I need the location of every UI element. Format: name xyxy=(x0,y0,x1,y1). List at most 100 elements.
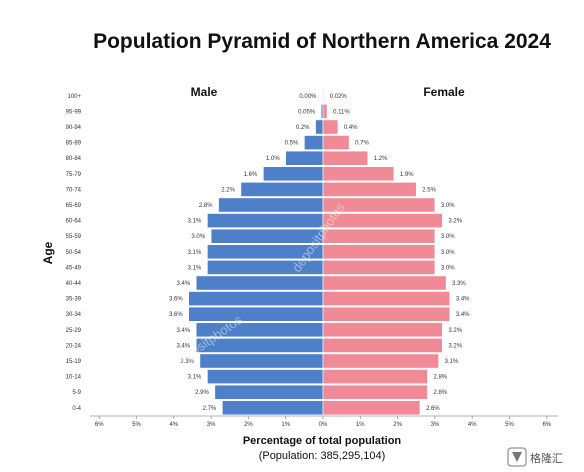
female-value-label-30-34: 3.4% xyxy=(456,312,470,318)
x-tick-label-1: 5% xyxy=(132,422,141,428)
male-value-label-30-34: 3.6% xyxy=(169,312,183,318)
male-value-label-50-54: 3.1% xyxy=(188,250,202,256)
male-value-label-5-9: 2.9% xyxy=(195,390,209,396)
female-bar-80-84 xyxy=(322,150,369,166)
female-value-label-10-14: 2.8% xyxy=(433,375,447,381)
female-bar-5-9 xyxy=(322,384,428,400)
age-label-10-14: 10-14 xyxy=(66,375,82,381)
x-axis-title: Percentage of total population xyxy=(243,435,402,447)
y-axis-title: Age xyxy=(41,241,55,264)
female-bar-45-49 xyxy=(322,259,436,275)
female-value-label-40-44: 3.3% xyxy=(452,281,466,287)
age-label-15-19: 15-19 xyxy=(66,359,82,365)
male-bar-40-44 xyxy=(195,275,324,291)
female-bar-60-64 xyxy=(322,213,443,228)
male-value-label-35-39: 3.6% xyxy=(169,297,183,303)
male-value-label-80-84: 1.0% xyxy=(266,156,280,162)
male-bar-70-74 xyxy=(240,182,324,197)
female-value-label-45-49: 3.0% xyxy=(441,265,455,271)
male-value-label-10-14: 3.1% xyxy=(188,375,202,381)
male-value-label-90-94: 0.2% xyxy=(296,125,310,131)
male-series-label: Male xyxy=(191,85,218,99)
x-tick-label-6: 0% xyxy=(319,422,328,428)
female-bar-70-74 xyxy=(322,182,417,197)
female-value-label-5-9: 2.8% xyxy=(433,390,447,396)
female-bar-95-99 xyxy=(322,104,328,119)
female-bar-0-4 xyxy=(322,400,421,416)
age-label-50-54: 50-54 xyxy=(66,250,82,256)
male-value-label-45-49: 3.1% xyxy=(188,265,202,271)
female-value-label-65-69: 3.0% xyxy=(441,203,455,209)
female-bar-40-44 xyxy=(322,275,447,291)
female-value-label-0-4: 2.6% xyxy=(426,406,440,412)
x-tick-label-2: 4% xyxy=(169,422,178,428)
male-bar-60-64 xyxy=(207,213,324,228)
male-bar-30-34 xyxy=(188,306,324,322)
x-tick-label-9: 3% xyxy=(431,422,440,428)
female-bar-30-34 xyxy=(322,306,451,322)
age-label-65-69: 65-69 xyxy=(66,203,82,209)
female-bar-20-24 xyxy=(322,337,443,353)
male-value-label-85-89: 0.5% xyxy=(285,141,299,147)
male-bar-15-19 xyxy=(199,353,324,369)
female-bar-65-69 xyxy=(322,197,436,213)
x-tick-label-8: 2% xyxy=(393,422,402,428)
male-bar-35-39 xyxy=(188,291,324,306)
x-tick-label-11: 5% xyxy=(505,422,514,428)
age-label-30-34: 30-34 xyxy=(66,312,82,318)
female-value-label-75-79: 1.9% xyxy=(400,172,414,178)
male-bar-5-9 xyxy=(214,384,324,400)
age-label-55-59: 55-59 xyxy=(66,234,82,240)
female-bar-55-59 xyxy=(322,228,436,244)
age-label-35-39: 35-39 xyxy=(66,297,82,303)
male-bar-85-89 xyxy=(304,135,324,150)
female-bar-15-19 xyxy=(322,353,439,369)
age-label-90-94: 90-94 xyxy=(66,125,82,131)
value-labels-group: 0.00% 0.02% 0.05% 0.11% 0.2% 0.4% 0.5% 0.7% 1.0%… xyxy=(169,94,470,412)
x-tick-label-5: 1% xyxy=(281,422,290,428)
male-value-label-95-99: 0.05% xyxy=(298,109,316,115)
female-value-label-55-59: 3.0% xyxy=(441,234,455,240)
age-label-0-4: 0-4 xyxy=(72,406,81,412)
male-bar-75-79 xyxy=(263,166,324,182)
age-label-85-89: 85-89 xyxy=(66,141,82,147)
chart-title: Population Pyramid of Northern America 2… xyxy=(93,30,551,53)
x-axis-subtitle: (Population: 385,295,104) xyxy=(259,450,386,462)
age-label-60-64: 60-64 xyxy=(66,219,82,225)
male-value-label-0-4: 2.7% xyxy=(203,406,217,412)
male-value-label-15-19: 3.3% xyxy=(180,359,194,365)
x-tick-label-12: 6% xyxy=(542,422,551,428)
x-ticks-group: 6% 5% 4% 3% 2% 1% 0% 1% 2% 3% 4% 5% 6% xyxy=(95,416,552,428)
age-labels-group: 100+ 95-99 90-94 85-89 80-84 75-79 70-74 65-69 6… xyxy=(66,94,82,412)
male-value-label-20-24: 3.4% xyxy=(176,343,190,349)
age-label-80-84: 80-84 xyxy=(66,156,82,162)
bars-group xyxy=(188,88,451,416)
male-value-label-65-69: 2.8% xyxy=(199,203,213,209)
male-value-label-75-79: 1.6% xyxy=(244,172,258,178)
x-tick-label-10: 4% xyxy=(468,422,477,428)
x-tick-label-4: 2% xyxy=(244,422,253,428)
female-value-label-35-39: 3.4% xyxy=(456,297,470,303)
female-value-label-70-74: 2.5% xyxy=(422,187,436,193)
male-value-label-25-29: 3.4% xyxy=(176,328,190,334)
age-label-100+: 100+ xyxy=(67,94,81,100)
female-value-label-15-19: 3.1% xyxy=(445,359,459,365)
female-value-label-100+: 0.02% xyxy=(330,94,348,100)
male-value-label-60-64: 3.1% xyxy=(188,219,202,225)
male-bar-90-94 xyxy=(315,119,324,135)
male-bar-10-14 xyxy=(207,369,324,384)
female-bar-50-54 xyxy=(322,244,436,260)
female-bar-35-39 xyxy=(322,291,451,306)
x-tick-label-3: 3% xyxy=(207,422,216,428)
female-value-label-25-29: 3.2% xyxy=(448,328,462,334)
male-bar-65-69 xyxy=(218,197,324,213)
age-label-5-9: 5-9 xyxy=(72,390,81,396)
age-label-40-44: 40-44 xyxy=(66,281,82,287)
female-value-label-90-94: 0.4% xyxy=(344,125,358,131)
x-tick-label-7: 1% xyxy=(356,422,365,428)
female-bar-10-14 xyxy=(322,369,428,384)
male-bar-80-84 xyxy=(285,150,324,166)
female-bar-90-94 xyxy=(322,119,339,135)
male-value-label-55-59: 3.0% xyxy=(191,234,205,240)
